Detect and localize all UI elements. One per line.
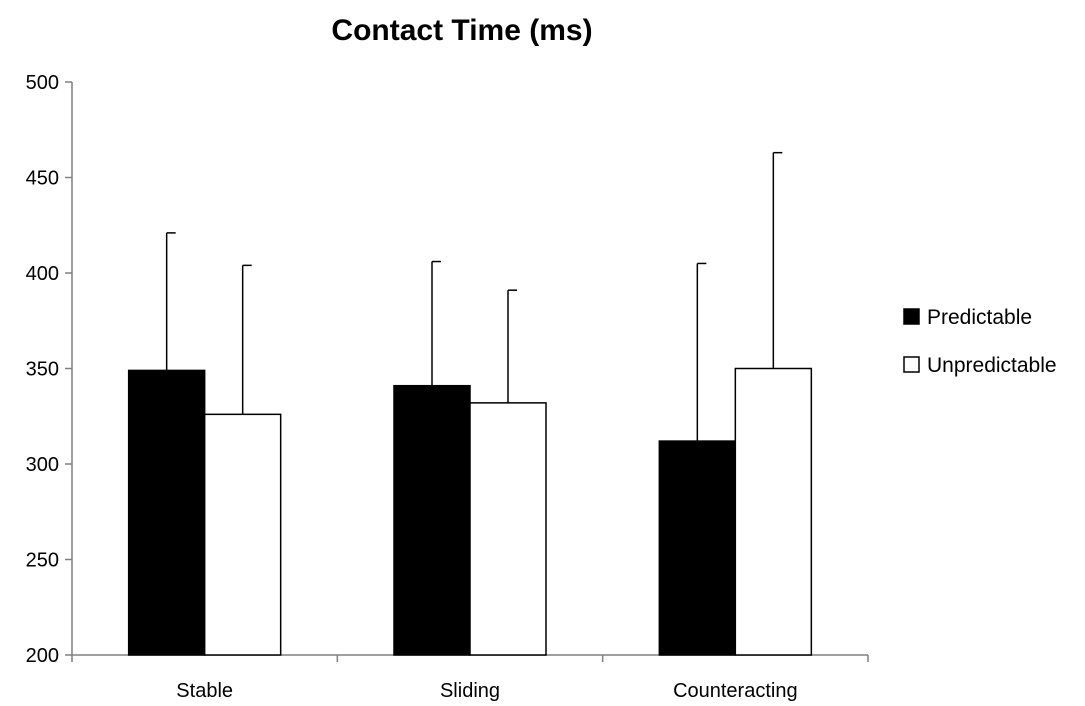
x-category-label: Sliding <box>440 680 500 702</box>
y-tick-label: 400 <box>26 263 59 285</box>
legend-swatch-unpredictable <box>903 356 920 373</box>
bar-predictable-stable <box>127 369 206 656</box>
legend-swatch-predictable <box>903 308 920 325</box>
y-tick-label: 350 <box>26 359 59 381</box>
legend-label-predictable: Predictable <box>927 306 1032 329</box>
bar-unpredictable-stable <box>203 413 282 656</box>
legend: Predictable Unpredictable <box>903 306 1057 377</box>
x-category-label: Counteracting <box>673 680 798 702</box>
bar-predictable-counteracting <box>658 440 737 656</box>
y-tick-label: 450 <box>26 168 59 190</box>
plot-area: 200 250 300 350 400 450 500 Stable Sliding Counte… <box>26 72 869 702</box>
y-tick-label: 500 <box>26 72 59 94</box>
y-tick-label: 200 <box>26 645 59 667</box>
bar-unpredictable-sliding <box>469 402 547 656</box>
bar-unpredictable-counteracting <box>734 367 813 656</box>
y-tick-label: 300 <box>26 454 59 476</box>
bar-predictable-sliding <box>393 384 471 656</box>
x-category-label: Stable <box>176 680 233 702</box>
legend-label-unpredictable: Unpredictable <box>927 354 1057 377</box>
y-tick-label: 250 <box>26 550 59 572</box>
chart-title: Contact Time (ms) <box>331 14 592 47</box>
